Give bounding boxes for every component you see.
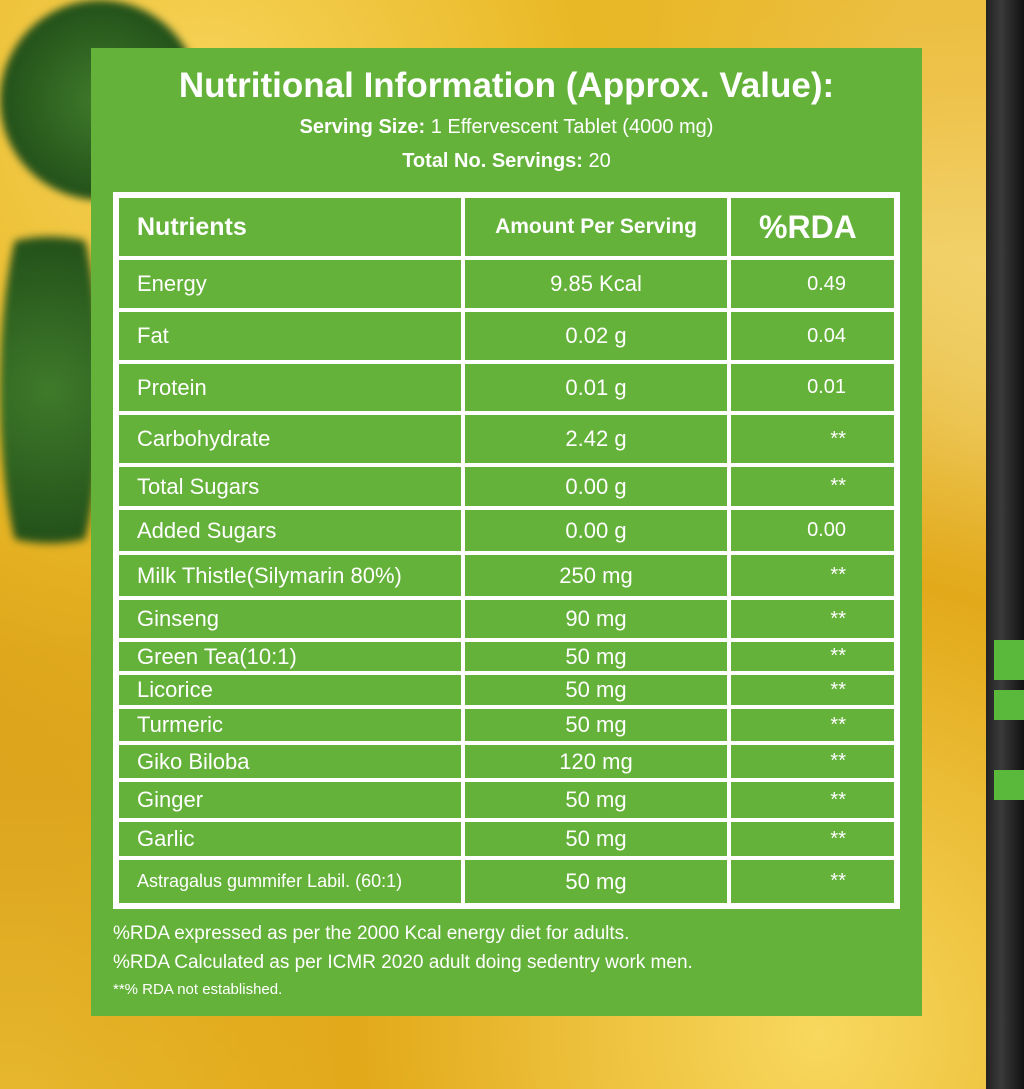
rda-cell: 0.01: [729, 362, 896, 413]
nutrient-cell: Milk Thistle(Silymarin 80%): [117, 553, 463, 598]
rda-cell: 0.49: [729, 258, 896, 310]
total-servings: Total No. Servings: 20: [402, 150, 611, 172]
amount-cell: 0.01 g: [463, 362, 729, 413]
footnote: **% RDA not established.: [113, 981, 283, 998]
nutrient-cell: Ginger: [117, 780, 463, 820]
rda-cell: 0.00: [729, 508, 896, 553]
amount-cell: 120 mg: [463, 743, 729, 780]
panel-title: Nutritional Information (Approx. Value):: [178, 66, 835, 105]
nutrient-cell: Green Tea(10:1): [117, 640, 463, 673]
nutrient-cell: Added Sugars: [117, 508, 463, 553]
nutrient-cell: Garlic: [117, 820, 463, 858]
nutrient-cell: Total Sugars: [117, 465, 463, 508]
table-row: Ginseng 90 mg **: [117, 598, 896, 640]
amount-cell: 90 mg: [463, 598, 729, 640]
amount-cell: 0.00 g: [463, 465, 729, 508]
amount-cell: 50 mg: [463, 707, 729, 743]
rda-cell: **: [729, 673, 896, 707]
amount-cell: 9.85 Kcal: [463, 258, 729, 310]
table-row: Licorice 50 mg **: [117, 673, 896, 707]
table-row: Turmeric 50 mg **: [117, 707, 896, 743]
header-nutrients: Nutrients: [117, 196, 463, 258]
table-row: Ginger 50 mg **: [117, 780, 896, 820]
rda-cell: **: [729, 780, 896, 820]
table-header: Nutrients Amount Per Serving %RDA: [117, 196, 896, 258]
rda-cell: **: [729, 553, 896, 598]
rda-cell: **: [729, 413, 896, 465]
table-row: Energy 9.85 Kcal 0.49: [117, 258, 896, 310]
table-row: Total Sugars 0.00 g **: [117, 465, 896, 508]
nutrient-cell: Licorice: [117, 673, 463, 707]
rda-cell: **: [729, 743, 896, 780]
table-row: Giko Biloba 120 mg **: [117, 743, 896, 780]
amount-cell: 250 mg: [463, 553, 729, 598]
rda-cell: **: [729, 858, 896, 905]
amount-cell: 2.42 g: [463, 413, 729, 465]
amount-cell: 50 mg: [463, 858, 729, 905]
rda-cell: **: [729, 707, 896, 743]
amount-cell: 50 mg: [463, 780, 729, 820]
nutrient-cell: Astragalus gummifer Labil. (60:1): [117, 858, 463, 905]
table-row: Protein 0.01 g 0.01: [117, 362, 896, 413]
table-row: Astragalus gummifer Labil. (60:1) 50 mg **: [117, 858, 896, 905]
rda-cell: **: [729, 465, 896, 508]
rda-cell: **: [729, 640, 896, 673]
table-row: Fat 0.02 g 0.04: [117, 310, 896, 362]
table-row: Carbohydrate 2.42 g **: [117, 413, 896, 465]
amount-cell: 0.00 g: [463, 508, 729, 553]
nutrient-cell: Carbohydrate: [117, 413, 463, 465]
amount-cell: 50 mg: [463, 640, 729, 673]
amount-cell: 50 mg: [463, 820, 729, 858]
footnote: %RDA Calculated as per ICMR 2020 adult d…: [113, 952, 693, 973]
nutrient-cell: Protein: [117, 362, 463, 413]
footnote: %RDA expressed as per the 2000 Kcal ener…: [113, 923, 630, 944]
table-row: Green Tea(10:1) 50 mg **: [117, 640, 896, 673]
nutrition-table: Nutrients Amount Per Serving %RDA Energy…: [113, 192, 900, 909]
product-bottle-image: [986, 0, 1024, 1089]
nutrient-cell: Turmeric: [117, 707, 463, 743]
nutrient-cell: Fat: [117, 310, 463, 362]
header-amount: Amount Per Serving: [463, 196, 729, 258]
rda-cell: 0.04: [729, 310, 896, 362]
nutrient-cell: Ginseng: [117, 598, 463, 640]
nutrition-panel: Nutritional Information (Approx. Value):…: [91, 48, 922, 1016]
nutrient-cell: Giko Biloba: [117, 743, 463, 780]
leaf-image: [0, 180, 100, 600]
table-row: Added Sugars 0.00 g 0.00: [117, 508, 896, 553]
nutrient-cell: Energy: [117, 258, 463, 310]
rda-cell: **: [729, 820, 896, 858]
amount-cell: 50 mg: [463, 673, 729, 707]
table-row: Garlic 50 mg **: [117, 820, 896, 858]
amount-cell: 0.02 g: [463, 310, 729, 362]
header-rda: %RDA: [729, 196, 896, 258]
serving-size: Serving Size: 1 Effervescent Tablet (400…: [299, 116, 714, 138]
rda-cell: **: [729, 598, 896, 640]
table-row: Milk Thistle(Silymarin 80%) 250 mg **: [117, 553, 896, 598]
